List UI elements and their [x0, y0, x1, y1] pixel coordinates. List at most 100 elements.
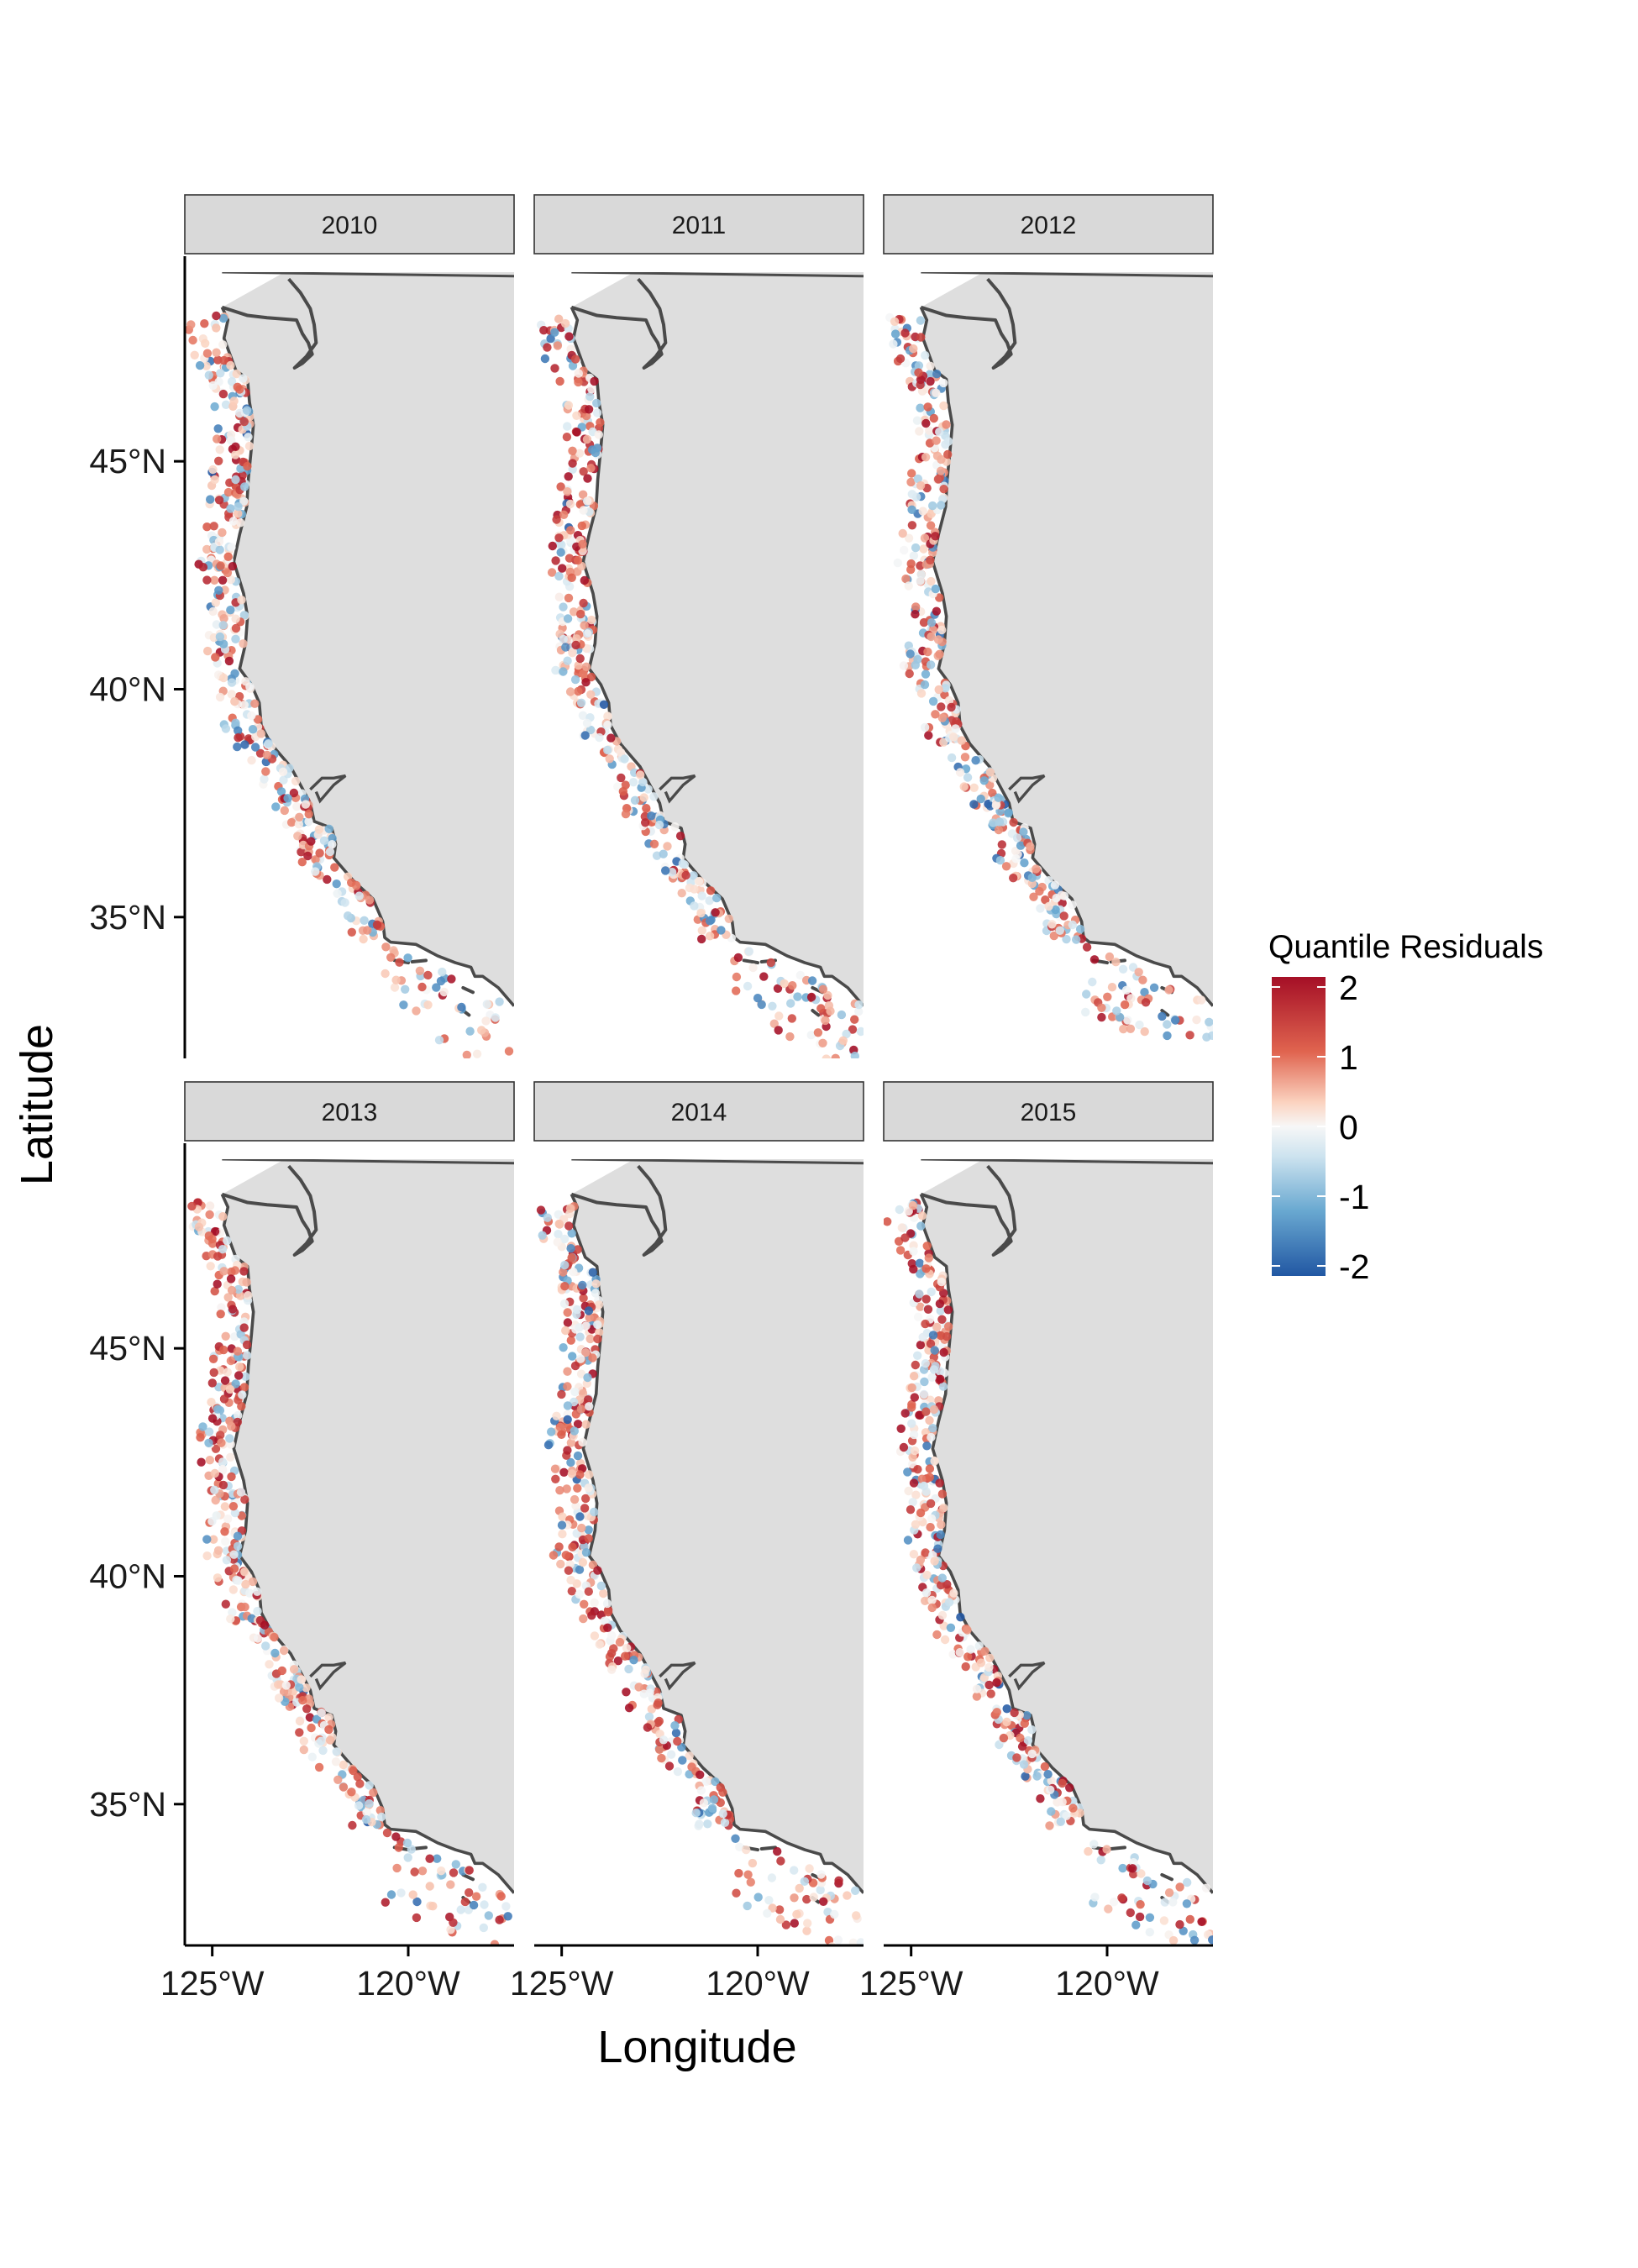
residual-point — [922, 1242, 932, 1251]
residual-point — [214, 496, 224, 505]
residual-point — [559, 667, 568, 676]
residual-point — [919, 1481, 929, 1491]
residual-point — [936, 466, 946, 475]
residual-point — [584, 1587, 593, 1596]
residual-point — [689, 871, 698, 880]
island — [811, 1009, 821, 1017]
residual-point — [248, 725, 258, 734]
residual-point — [928, 696, 938, 706]
residual-point — [916, 403, 925, 412]
residual-point — [898, 528, 907, 538]
facet-panel-2011: 2011 — [533, 194, 864, 1058]
residual-point — [748, 963, 758, 973]
residual-point — [559, 1299, 570, 1309]
residual-point — [575, 449, 585, 458]
residual-point — [218, 1457, 228, 1467]
residual-point — [917, 1211, 927, 1221]
residual-point — [552, 515, 561, 524]
residual-point — [785, 1032, 795, 1042]
residual-point — [591, 1279, 601, 1289]
residual-point — [202, 522, 212, 532]
residual-point — [563, 614, 573, 623]
residual-point — [1036, 904, 1045, 913]
residual-point — [1192, 1015, 1201, 1025]
residual-point — [227, 1285, 237, 1295]
residual-point — [412, 1897, 422, 1907]
residual-point — [555, 1422, 565, 1432]
residual-point — [991, 801, 1001, 810]
residual-point — [937, 1277, 947, 1287]
x-axis-title: Longitude — [597, 2022, 796, 2072]
residual-point — [930, 1457, 939, 1466]
residual-point — [449, 1868, 459, 1877]
residual-point — [208, 381, 218, 391]
residual-point — [596, 1581, 606, 1591]
residual-point — [1163, 1020, 1172, 1029]
residual-point — [1179, 1926, 1188, 1935]
residual-point — [465, 1026, 475, 1036]
residual-point — [834, 1876, 843, 1885]
island — [410, 958, 428, 963]
residual-point — [895, 354, 906, 364]
residual-point — [372, 920, 382, 930]
residual-point — [636, 770, 645, 780]
residual-point — [363, 926, 372, 935]
residual-point — [233, 1417, 242, 1427]
residual-point — [247, 711, 256, 721]
residual-point — [572, 411, 581, 420]
residual-point — [709, 1795, 719, 1804]
residual-point — [294, 820, 304, 829]
residual-point — [995, 855, 1005, 865]
residual-point — [753, 994, 763, 1003]
residual-point — [1044, 901, 1053, 911]
residual-point — [802, 1894, 811, 1904]
residual-point — [369, 1788, 378, 1798]
residual-point — [936, 1306, 945, 1315]
residual-point — [567, 1469, 577, 1478]
residual-point — [390, 983, 400, 992]
facet-strip — [883, 1081, 1214, 1142]
residual-point — [226, 1356, 236, 1366]
residual-point — [219, 1267, 228, 1276]
residual-point — [629, 1656, 638, 1665]
residual-point — [465, 1866, 474, 1875]
residual-point — [620, 754, 629, 764]
residual-point — [943, 449, 953, 459]
puget-sound — [570, 277, 668, 370]
residual-point — [228, 1502, 239, 1511]
residual-point — [913, 1465, 922, 1474]
legend-colorbar — [1272, 977, 1326, 1276]
residual-point — [234, 1371, 244, 1380]
residual-point — [581, 1420, 591, 1429]
residual-point — [1058, 1778, 1067, 1788]
residual-point — [579, 1294, 588, 1303]
facet-strip — [533, 1081, 864, 1142]
residual-point — [332, 879, 341, 889]
residual-point — [932, 388, 941, 397]
sf-bay — [309, 774, 347, 804]
residual-point — [581, 1321, 591, 1331]
residual-point — [236, 1488, 246, 1497]
residual-point — [227, 690, 236, 699]
residual-point — [622, 1688, 631, 1697]
residual-point — [1160, 1898, 1170, 1907]
residual-point — [570, 1426, 579, 1436]
residual-point — [603, 711, 612, 721]
residual-point — [923, 647, 932, 657]
residual-point — [207, 1516, 217, 1526]
residual-point — [927, 618, 937, 627]
residual-point — [1040, 1761, 1050, 1772]
residual-point — [1128, 1864, 1137, 1873]
residual-point — [198, 1422, 207, 1431]
residual-point — [302, 1704, 312, 1714]
residual-point — [570, 1494, 580, 1504]
residual-point — [202, 1535, 212, 1544]
residual-point — [976, 1658, 986, 1667]
residual-point — [579, 598, 588, 608]
residual-point — [253, 715, 263, 724]
border-line — [571, 1158, 864, 1165]
residual-point — [478, 1882, 487, 1892]
residual-point — [911, 1490, 921, 1499]
residual-point — [207, 1414, 218, 1423]
residual-point — [238, 1390, 247, 1399]
